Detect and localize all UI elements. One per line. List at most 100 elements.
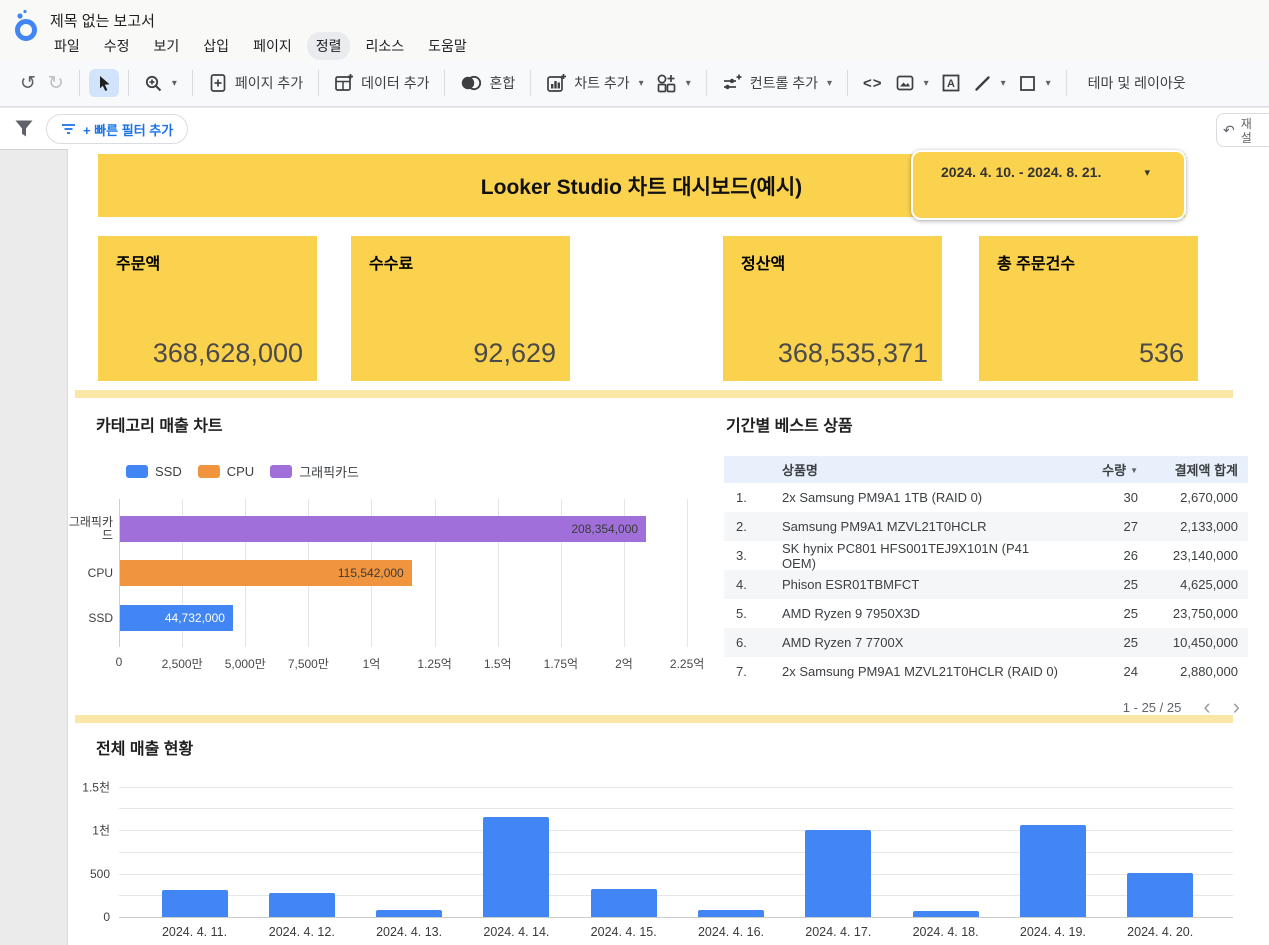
add-page-button[interactable]: 페이지 추가 xyxy=(202,68,309,98)
menu-item-3[interactable]: 보기 xyxy=(153,38,180,54)
table-row[interactable]: 4. Phison ESR01TBMFCT 25 4,625,000 xyxy=(724,570,1248,599)
kpi-card-total-orders[interactable]: 총 주문건수 536 xyxy=(979,236,1198,381)
grid-line xyxy=(119,895,1233,897)
column-bar[interactable] xyxy=(698,910,764,917)
x-tick-label: 7,500만 xyxy=(287,657,329,671)
zoom-tool-button[interactable]: ▾ xyxy=(138,69,183,98)
grid-line xyxy=(560,499,562,647)
menu-item-6[interactable]: 정렬 xyxy=(306,32,351,60)
best-products-table[interactable]: 상품명 수량 ▼ 결제액 합계 1. 2x Samsung PM9A1 1TB (R… xyxy=(724,456,1248,686)
grid-line xyxy=(687,499,689,647)
x-tick-label: 2024. 4. 12. xyxy=(268,925,335,939)
x-tick-label: 1.75억 xyxy=(543,657,579,671)
toolbar-divider xyxy=(78,70,80,96)
column-bar[interactable] xyxy=(161,890,228,917)
community-visualizations-button[interactable]: ▾ xyxy=(650,68,697,98)
add-shape-button[interactable]: ▾ xyxy=(1012,69,1057,98)
column-bar[interactable] xyxy=(912,911,979,917)
table-row[interactable]: 7. 2x Samsung PM9A1 MZVL21T0HCLR (RAID 0)… xyxy=(724,657,1248,686)
row-qty: 24 xyxy=(1123,664,1138,679)
menu-item-8[interactable]: 도움말 xyxy=(428,38,467,54)
undo-icon: ↺ xyxy=(20,72,36,94)
menu-bar: 파일 수정 보기 삽입 페이지 정렬 리소스 도움말 xyxy=(42,32,479,60)
table-row[interactable]: 5. AMD Ryzen 9 7950X3D 25 23,750,000 xyxy=(724,599,1248,628)
reset-button[interactable]: ↶ 재설정 xyxy=(1216,113,1269,147)
table-row[interactable]: 3. SK hynix PC801 HFS001TEJ9X101N (P41 OE… xyxy=(724,541,1248,571)
category-bar[interactable]: 208,354,000 xyxy=(120,516,647,542)
grid-line xyxy=(119,851,1233,853)
kpi-card-settlement[interactable]: 정산액 368,535,371 xyxy=(723,236,942,381)
chevron-down-icon: ▾ xyxy=(923,77,929,89)
kpi-card-fees[interactable]: 수수료 92,629 xyxy=(351,236,570,381)
add-data-icon xyxy=(335,74,354,91)
add-data-button[interactable]: 데이터 추가 xyxy=(328,68,435,98)
kpi-label: 수수료 xyxy=(369,256,414,273)
column-bar[interactable] xyxy=(805,830,872,917)
blend-label: 혼합 xyxy=(489,75,516,91)
looker-studio-logo-icon[interactable] xyxy=(12,9,40,43)
line-icon xyxy=(974,75,990,91)
page-next-button[interactable]: › xyxy=(1232,694,1240,719)
add-quick-filter-button[interactable]: + 빠른 필터 추가 xyxy=(46,114,189,144)
menu-item-1[interactable]: 파일 xyxy=(54,38,80,54)
page-prev-button[interactable]: ‹ xyxy=(1203,694,1211,719)
filter-funnel-icon xyxy=(14,119,34,138)
row-amount: 2,133,000 xyxy=(1180,519,1238,534)
legend-item: 그래픽카드 xyxy=(270,462,359,481)
blend-button[interactable]: 혼합 xyxy=(454,68,521,98)
kpi-label: 정산액 xyxy=(741,256,786,273)
chevron-down-icon: ▾ xyxy=(1144,167,1150,179)
x-tick-label: 5,000만 xyxy=(224,657,266,671)
x-tick-label: 2024. 4. 13. xyxy=(376,925,443,939)
theme-layout-button[interactable]: 테마 및 레이아웃 xyxy=(1076,68,1192,98)
header-product-name[interactable]: 상품명 xyxy=(782,463,818,478)
document-title[interactable]: 제목 없는 보고서 xyxy=(50,13,155,30)
kpi-card-order-amount[interactable]: 주문액 368,628,000 xyxy=(98,236,317,381)
toolbar-divider xyxy=(444,70,446,96)
menu-item-2[interactable]: 수정 xyxy=(103,38,130,54)
select-tool-button[interactable] xyxy=(88,69,119,97)
add-control-button[interactable]: 컨트롤 추가 ▾ xyxy=(716,68,838,98)
date-range-control[interactable]: 2024. 4. 10. - 2024. 8. 21. ▾ xyxy=(911,150,1186,220)
column-bar[interactable] xyxy=(590,889,657,917)
filter-lines-icon xyxy=(62,124,75,134)
embed-button[interactable]: <> xyxy=(857,70,889,97)
row-rank: 4. xyxy=(736,577,747,592)
toolbar-divider xyxy=(530,70,532,96)
grid-line xyxy=(119,830,1233,832)
dashboard-title: Looker Studio 차트 대시보드(예시) xyxy=(480,175,803,199)
grid-line xyxy=(119,786,1233,788)
undo-button[interactable]: ↺ xyxy=(14,69,42,98)
chevron-down-icon: ▾ xyxy=(685,77,691,89)
table-row[interactable]: 6. AMD Ryzen 7 7700X 25 10,450,000 xyxy=(724,628,1248,657)
header-amount[interactable]: 결제액 합계 xyxy=(1174,463,1238,478)
category-chart-plot[interactable]: 0 2,500만 5,000만 7,500만 1억 1.25억 1.5억 1.75억 2억 2.2… xyxy=(69,499,704,671)
header-qty[interactable]: 수량 ▼ xyxy=(1102,463,1138,478)
reset-arrow-icon: ↶ xyxy=(1223,122,1235,138)
row-rank: 1. xyxy=(736,490,747,505)
row-amount: 4,625,000 xyxy=(1180,577,1238,592)
column-bar[interactable] xyxy=(1019,824,1086,917)
add-line-button[interactable]: ▾ xyxy=(967,69,1012,98)
column-bar[interactable] xyxy=(483,816,550,917)
x-tick-label: 2024. 4. 11. xyxy=(161,925,228,939)
menu-item-5[interactable]: 페이지 xyxy=(253,38,292,54)
row-product-name: 2x Samsung PM9A1 1TB (RAID 0) xyxy=(782,490,983,505)
category-bar[interactable]: 44,732,000 xyxy=(120,605,233,631)
menu-item-7[interactable]: 리소스 xyxy=(365,38,405,54)
x-tick-label: 2억 xyxy=(615,657,633,671)
legend-item: SSD xyxy=(126,464,182,479)
table-row[interactable]: 1. 2x Samsung PM9A1 1TB (RAID 0) 30 2,670,0… xyxy=(724,483,1248,512)
sales-chart-plot[interactable]: 0 500 1천 1.5천 2024. 4. 11. 2024. 4. 12. 2024. … xyxy=(82,774,1233,939)
table-row[interactable]: 2. Samsung PM9A1 MZVL21T0HCLR 27 2,133,000 xyxy=(724,512,1248,541)
redo-button[interactable]: ↻ xyxy=(42,69,70,98)
add-image-button[interactable]: ▾ xyxy=(889,68,935,98)
add-chart-button[interactable]: 차트 추가 ▾ xyxy=(540,68,649,98)
menu-item-4[interactable]: 삽입 xyxy=(203,38,230,54)
category-bar[interactable]: 115,542,000 xyxy=(120,560,412,586)
column-bar[interactable] xyxy=(1127,872,1194,917)
legend-label: 그래픽카드 xyxy=(299,465,359,480)
column-bar[interactable] xyxy=(268,892,335,917)
add-text-button[interactable]: A xyxy=(935,68,967,98)
column-bar[interactable] xyxy=(376,909,443,917)
